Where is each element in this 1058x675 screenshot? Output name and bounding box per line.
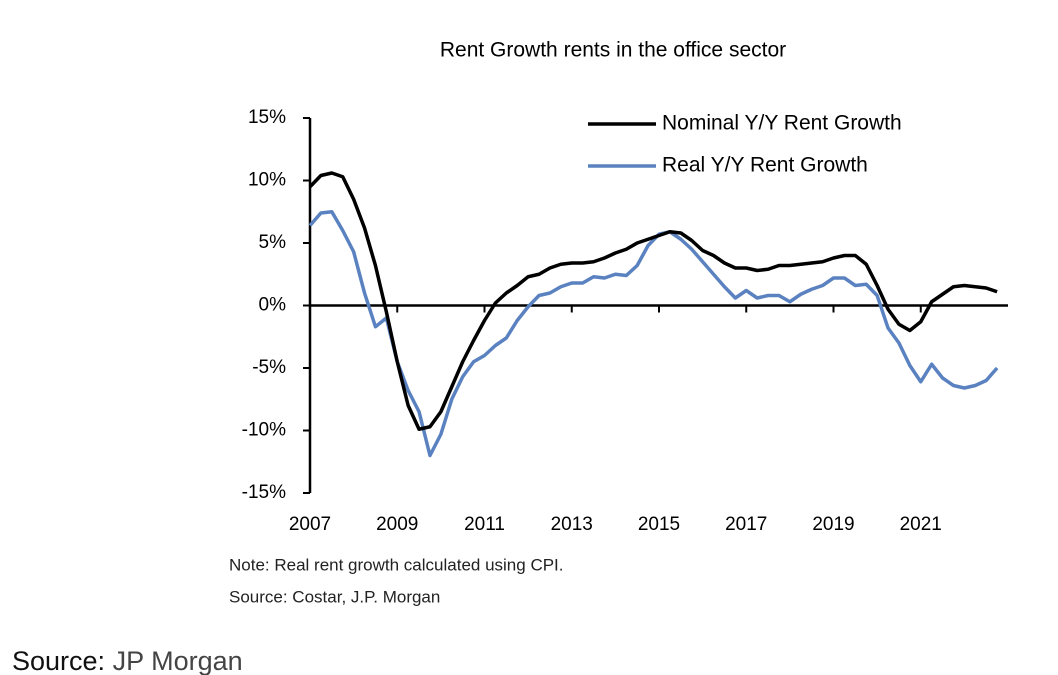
y-tick-label: -5% [252, 357, 286, 378]
y-tick-label: -15% [242, 482, 286, 503]
y-tick-label: 0% [259, 295, 287, 316]
x-tick-label: 2009 [376, 514, 418, 535]
x-tick-label: 2011 [464, 514, 505, 535]
chart-title: Rent Growth rents in the office sector [440, 39, 786, 62]
y-tick-label: -10% [242, 420, 286, 441]
legend-label: Real Y/Y Rent Growth [662, 154, 868, 177]
x-tick-label: 2015 [638, 514, 680, 535]
x-tick-label: 2021 [900, 514, 942, 535]
footer-label: Source: [12, 646, 105, 675]
footer: Source: JP Morgan [12, 646, 243, 675]
chart-source: Source: Costar, J.P. Morgan [229, 587, 440, 606]
x-tick-label: 2007 [289, 514, 331, 535]
y-tick-label: 10% [248, 170, 286, 191]
series-line [308, 210, 999, 458]
legend-label: Nominal Y/Y Rent Growth [662, 112, 902, 135]
series-line [308, 171, 998, 431]
x-tick-label: 2019 [812, 514, 854, 535]
x-tick-label: 2013 [551, 514, 593, 535]
y-tick-label: 5% [259, 232, 287, 253]
y-tick-label: 15% [248, 107, 286, 128]
x-tick-label: 2017 [725, 514, 767, 535]
footer-value: JP Morgan [113, 646, 243, 675]
chart-note: Note: Real rent growth calculated using … [229, 555, 564, 574]
